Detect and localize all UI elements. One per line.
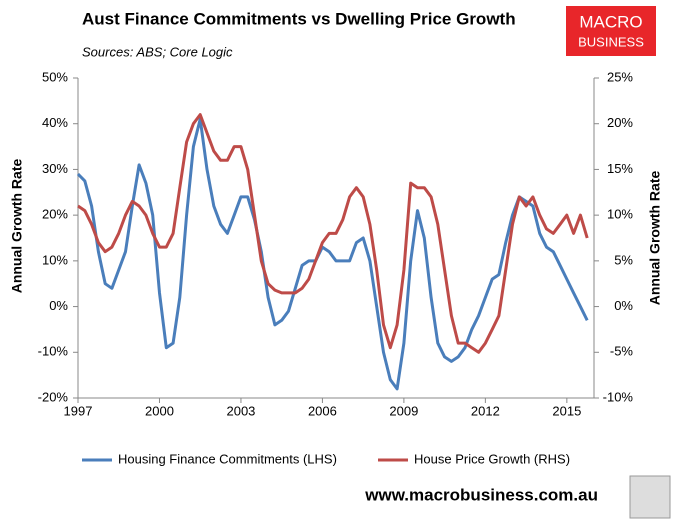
x-tick-label: 2000 [145,403,174,418]
y-tick-label: 40% [42,115,68,130]
y2-axis-label: Annual Growth Rate [647,171,663,306]
y2-tick-label: 5% [614,252,633,267]
series-line [76,117,589,391]
y2-tick-label: 20% [607,115,633,130]
y-axis-label: Annual Growth Rate [9,159,25,294]
legend-label: House Price Growth (RHS) [414,451,570,466]
brand-text: BUSINESS [578,34,644,49]
y-tick-label: -20% [38,389,69,404]
y-tick-label: 30% [42,161,68,176]
y-tick-label: -10% [38,344,69,359]
y-tick-label: 0% [49,298,68,313]
y2-tick-label: 10% [607,207,633,222]
x-tick-label: 2009 [389,403,418,418]
legend-label: Housing Finance Commitments (LHS) [118,451,337,466]
x-tick-label: 2015 [552,403,581,418]
x-tick-label: 2006 [308,403,337,418]
x-tick-label: 2003 [226,403,255,418]
y2-tick-label: -5% [610,344,634,359]
chart-subtitle: Sources: ABS; Core Logic [82,44,233,59]
series-line [77,113,589,354]
y-tick-label: 50% [42,69,68,84]
y2-tick-label: 0% [614,298,633,313]
y2-tick-label: 25% [607,69,633,84]
y2-tick-label: 15% [607,161,633,176]
wolf-logo [629,475,671,519]
website: www.macrobusiness.com.au [364,485,598,504]
x-tick-label: 1997 [64,403,93,418]
y2-tick-label: -10% [603,389,634,404]
y-tick-label: 20% [42,207,68,222]
chart-title: Aust Finance Commitments vs Dwelling Pri… [82,9,516,28]
brand-logo [566,6,656,56]
x-tick-label: 2012 [471,403,500,418]
brand-text: MACRO [579,12,642,31]
y-tick-label: 10% [42,252,68,267]
